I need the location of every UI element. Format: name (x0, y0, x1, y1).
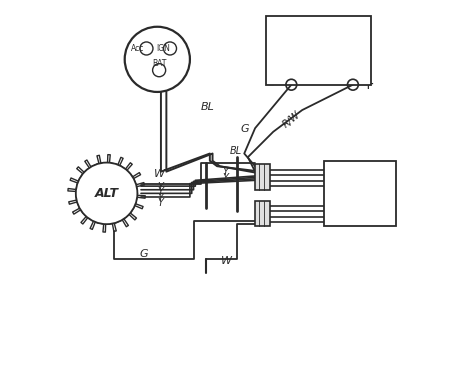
Text: BAT: BAT (295, 40, 342, 60)
Text: Y: Y (222, 167, 228, 177)
Circle shape (76, 162, 137, 224)
Text: BL: BL (201, 102, 215, 112)
Text: G: G (139, 249, 148, 259)
Bar (255, 201, 270, 226)
Text: -: - (269, 77, 274, 92)
Bar (266, 16, 371, 85)
Text: R/W: R/W (281, 110, 302, 130)
Text: BL: BL (230, 146, 242, 155)
Bar (255, 164, 270, 190)
Text: Y: Y (222, 173, 228, 183)
Text: IGN: IGN (156, 44, 170, 53)
Text: Y: Y (157, 187, 164, 197)
Text: W: W (221, 256, 232, 266)
Text: RECT-
Reg: RECT- Reg (343, 182, 378, 204)
Text: Y: Y (157, 193, 164, 203)
Text: Acc: Acc (131, 44, 144, 53)
Bar (324, 161, 396, 226)
Text: W: W (154, 169, 164, 179)
Text: +: + (361, 77, 374, 92)
Text: Y: Y (157, 182, 164, 192)
Text: ALT: ALT (95, 187, 118, 200)
Text: Y: Y (157, 198, 164, 208)
Text: G: G (241, 124, 249, 134)
Text: BAT: BAT (152, 59, 166, 68)
